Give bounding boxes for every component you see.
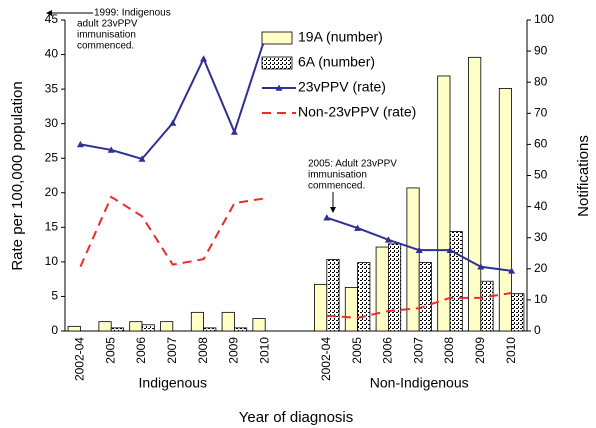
y-tick-label: 0 [51,323,58,337]
y-tick-label: 10 [45,254,59,268]
bar [141,324,155,332]
marker [477,263,485,270]
bar [203,327,217,332]
y-tick-label: 40 [45,47,59,61]
y2-tick-label: 20 [534,261,548,275]
legend-label: Non-23vPPV (rate) [298,104,416,120]
legend-swatch [261,56,293,70]
x-tick-label: 2008 [196,337,210,364]
y2-tick-label: 90 [534,43,548,57]
marker [415,246,423,253]
legend-label: 23vPPV (rate) [298,79,386,95]
bar [190,311,204,332]
y-tick-label: 15 [45,220,59,234]
y2-tick-label: 100 [534,12,554,26]
x-axis-title: Year of diagnosis [239,409,354,426]
legend-label: 19A (number) [298,29,383,45]
y2-tick-label: 30 [534,230,548,244]
bar [449,231,463,332]
y2-tick-label: 10 [534,292,548,306]
bar [160,321,174,332]
legend-marker [275,84,283,91]
bar [129,321,143,332]
x-tick-label: 2005 [350,337,364,364]
annotation-arrowhead [46,10,52,16]
bar [406,187,420,332]
marker [323,214,331,221]
bar [418,262,432,332]
annotation-text: 1999: Indigenous [94,8,171,19]
marker [384,236,392,243]
bar [387,243,402,332]
annotation-text: immunisation [308,170,367,181]
y2-tick-label: 0 [534,323,541,337]
x-tick-label: 2002-04 [73,337,87,381]
y2-tick-label: 40 [534,199,548,213]
marker [200,55,208,62]
annotation-arrowhead [330,207,336,213]
annotation-text: commenced. [308,181,365,192]
x-tick-label: 2009 [473,337,487,364]
bar [67,325,81,332]
x-tick-label: 2009 [227,337,241,364]
bar [252,318,266,332]
group-label: Indigenous [139,375,208,391]
legend-swatch [261,31,293,45]
bar [110,327,124,332]
x-tick-label: 2005 [103,337,117,364]
bar [437,75,451,332]
bar [326,259,340,332]
line [79,195,512,319]
annotation-text: adult 23vPPV [77,19,138,30]
y2-axis-title: Notifications [575,135,592,217]
y-tick-label: 25 [45,150,59,164]
bar [511,293,525,332]
x-tick-label: 2008 [442,337,456,364]
bar [233,327,248,332]
marker [107,146,115,153]
marker [169,119,177,126]
marker [230,128,238,135]
y-tick-label: 5 [51,289,58,303]
legend-label: 6A (number) [298,54,375,70]
bar [344,287,358,332]
marker [76,140,84,148]
y2-tick-label: 80 [534,74,548,88]
bar [314,283,328,332]
y2-tick-label: 60 [534,137,548,151]
bar [357,262,371,332]
bar [98,321,112,332]
y-tick-label: 20 [45,185,59,199]
marker [508,267,516,274]
x-tick-label: 2007 [411,337,425,364]
annotation-text: 2005: Adult 23vPPV [308,159,397,170]
x-tick-label: 2006 [134,337,148,364]
bar [468,56,482,332]
y-axis-title: Rate per 100,000 population [9,81,26,270]
x-tick-label: 2002-04 [319,337,333,381]
bar [221,311,235,332]
x-tick-label: 2010 [257,337,271,364]
y-tick-label: 45 [45,12,59,26]
marker [354,224,362,231]
annotation-text: commenced. [77,41,134,52]
y2-tick-label: 50 [534,168,548,182]
y-tick-label: 30 [45,116,59,130]
marker [138,155,146,162]
marker [446,246,454,253]
bar [480,280,494,332]
x-tick-label: 2006 [381,337,395,364]
y-tick-label: 35 [45,81,59,95]
x-tick-label: 2010 [504,337,518,364]
x-tick-label: 2007 [165,337,179,364]
y2-tick-label: 70 [534,105,548,119]
annotation-text: immunisation [77,30,136,41]
group-label: Non-Indigenous [370,375,469,391]
bar [375,246,389,332]
